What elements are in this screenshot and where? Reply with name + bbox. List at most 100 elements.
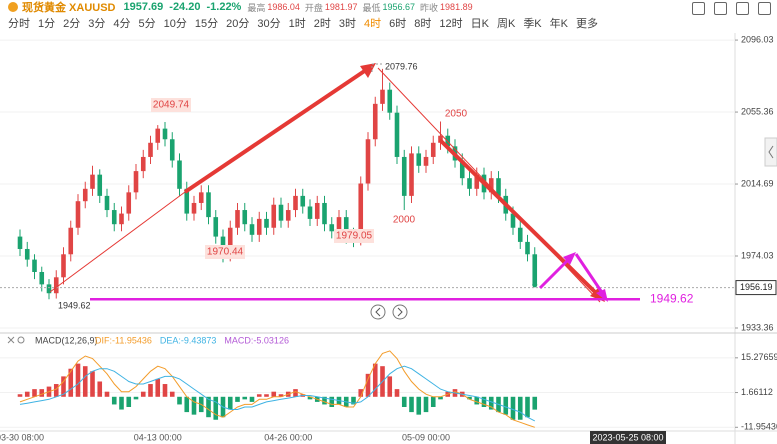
candle-body (235, 210, 240, 228)
macd-bar (481, 396, 487, 407)
candle-body (61, 254, 66, 278)
macd-bar (184, 396, 190, 413)
legend-entry: DEA:-9.43873 (160, 335, 217, 345)
macd-bar (467, 396, 472, 400)
period-tab[interactable]: 1分 (38, 18, 56, 30)
y-tick-label: 15.27659 (741, 352, 777, 362)
horizontal-line-label: 1949.62 (650, 291, 694, 305)
macd-bar (438, 396, 443, 400)
y-tick-label: 2014.69 (741, 178, 774, 188)
annotation: 2079.76 (385, 61, 418, 71)
candle-body (24, 248, 30, 260)
stat-label: 昨收 (420, 2, 439, 13)
candle-body (264, 218, 269, 228)
candle-body (104, 195, 110, 211)
candle-body (343, 217, 349, 237)
candle-body (416, 153, 422, 166)
period-tab[interactable]: 6时 (389, 18, 407, 30)
annotation: 2050 (445, 109, 468, 120)
candle-body (148, 142, 153, 157)
period-tab[interactable]: 日K (470, 18, 489, 30)
forecast-arrow (538, 257, 571, 290)
candle-body (322, 202, 327, 225)
crosshair-label: 2023-05-25 08:00 (592, 432, 663, 442)
y-tick-label: 1.66112 (741, 387, 773, 397)
x-tick-label: 04-26 00:00 (264, 432, 312, 442)
collapse-icon[interactable] (7, 336, 15, 344)
candle-body (285, 210, 291, 221)
macd-bar (503, 396, 509, 415)
candle-body (517, 227, 523, 242)
period-tab[interactable]: 8时 (414, 18, 432, 30)
trend-arrow (183, 68, 368, 194)
annotation-box (334, 229, 374, 243)
stat-value: 1986.04 (267, 2, 300, 12)
settings-icon[interactable] (17, 336, 25, 344)
candle-body (119, 213, 124, 225)
period-bar: 分时 1分 2分 3分 4分 5分 10分 15分 20分 30分 1时 2时 3时 4时 6时 8时 12时日… (8, 15, 598, 31)
period-tab[interactable]: 3时 (338, 18, 356, 30)
period-tab[interactable]: 2时 (313, 18, 331, 30)
period-tab[interactable]: 4时 (364, 18, 382, 30)
period-tab[interactable]: 5分 (138, 18, 156, 30)
period-tab[interactable]: 10分 (163, 18, 187, 30)
trend-line (49, 191, 186, 293)
macd-bar (24, 391, 30, 397)
period-tab[interactable]: 更多 (576, 18, 598, 30)
annotation: 1949.62 (58, 300, 91, 310)
period-tab[interactable]: 周K (496, 18, 516, 30)
period-tab[interactable]: 12时 (439, 18, 463, 30)
tool-button[interactable] (692, 2, 705, 15)
scroll-left-button[interactable] (370, 304, 386, 320)
symbol[interactable]: 现货黄金 XAUUSD (22, 2, 116, 14)
scroll-right-button[interactable] (392, 304, 408, 320)
macd-bar (416, 396, 422, 415)
tool-button[interactable] (714, 2, 727, 15)
candle-body (227, 227, 233, 255)
macd-bar (119, 396, 124, 410)
period-tab[interactable]: 季K (523, 18, 542, 30)
stat-value: 1981.89 (440, 2, 473, 12)
period-tab[interactable]: 4分 (113, 18, 131, 30)
macd-bar (97, 381, 103, 397)
macd-bar (155, 378, 161, 397)
period-tab[interactable]: 2分 (63, 18, 81, 30)
tool-button[interactable] (758, 2, 771, 15)
x-tick-label: 03-30 08:00 (0, 432, 44, 442)
period-tab[interactable]: 15分 (194, 18, 219, 30)
candle-body (242, 210, 248, 225)
macd-bar (133, 396, 139, 400)
macd-bar (358, 389, 364, 397)
last-price-box (735, 280, 777, 296)
period-tab[interactable]: 30分 (257, 18, 281, 30)
candle-body (32, 259, 37, 272)
y-tick-label: 1933.36 (741, 322, 774, 332)
candle-body (336, 217, 342, 232)
candle-body (459, 160, 465, 179)
candle-body (467, 178, 472, 189)
macd-bar (474, 396, 480, 405)
candle-body (438, 135, 443, 143)
period-tab[interactable]: 分时 (8, 18, 30, 30)
period-tab[interactable]: 3分 (88, 18, 106, 30)
macd-bar (387, 376, 393, 397)
side-toggle[interactable] (764, 137, 777, 167)
period-tab[interactable]: 20分 (226, 18, 250, 30)
candle-body (496, 178, 501, 196)
candle-body (409, 153, 414, 196)
period-tab[interactable]: 1时 (288, 18, 306, 30)
candle-body (300, 195, 306, 207)
arrow-head (563, 252, 576, 265)
annotation: 2049.74 (153, 100, 190, 111)
candle-body (358, 183, 364, 239)
tool-button[interactable] (736, 2, 749, 15)
period-tab[interactable]: 年K (549, 18, 568, 30)
macd-bar (39, 389, 45, 397)
trend-arrow (438, 138, 598, 295)
macd-bar (235, 396, 240, 402)
candle-body (90, 174, 95, 189)
candle-body (198, 192, 204, 203)
macd-bar (17, 394, 23, 397)
